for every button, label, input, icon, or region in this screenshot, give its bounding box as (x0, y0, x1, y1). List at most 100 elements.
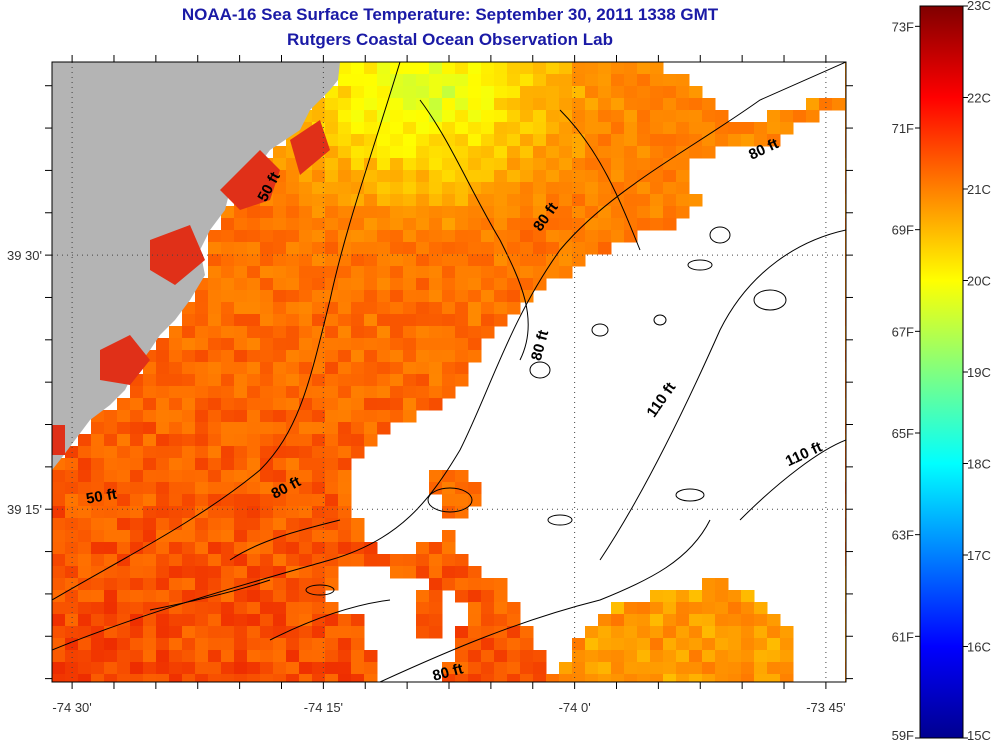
sst-pixel (169, 494, 183, 507)
sst-pixel (273, 470, 287, 483)
sst-pixel (299, 230, 313, 243)
sst-pixel (338, 98, 352, 111)
sst-pixel (676, 122, 690, 135)
sst-pixel (611, 74, 625, 87)
sst-pixel (52, 470, 66, 483)
sst-pixel (325, 638, 339, 651)
sst-pixel (91, 446, 105, 459)
sst-pixel (221, 470, 235, 483)
nearshore-sst-patch (100, 335, 150, 385)
sst-pixel (845, 266, 846, 279)
sst-pixel (195, 398, 209, 411)
sst-pixel (429, 374, 443, 387)
sst-pixel (442, 674, 456, 682)
depth-contour (52, 62, 401, 601)
sst-pixel (351, 98, 365, 111)
depth-contour-loop (529, 361, 551, 379)
sst-pixel (702, 98, 716, 111)
sst-pixel (520, 110, 534, 123)
sst-pixel (442, 470, 456, 483)
sst-pixel (585, 182, 599, 195)
sst-pixel (572, 134, 586, 147)
sst-pixel (260, 374, 274, 387)
sst-pixel (260, 470, 274, 483)
sst-pixel (572, 674, 586, 682)
sst-pixel (117, 506, 131, 519)
sst-pixel (338, 662, 352, 675)
sst-pixel (403, 410, 417, 423)
sst-pixel (91, 674, 105, 682)
depth-contour-loop (687, 259, 713, 271)
sst-pixel (78, 494, 92, 507)
sst-pixel (403, 62, 417, 75)
sst-pixel (702, 614, 716, 627)
sst-pixel (351, 314, 365, 327)
sst-pixel (156, 626, 170, 639)
sst-pixel (676, 158, 690, 171)
sst-pixel (390, 98, 404, 111)
sst-pixel (494, 626, 508, 639)
sst-pixel (715, 134, 729, 147)
sst-pixel (403, 314, 417, 327)
sst-pixel (78, 470, 92, 483)
sst-pixel (559, 86, 573, 99)
sst-pixel (143, 590, 157, 603)
sst-pixel (299, 458, 313, 471)
sst-pixel (481, 662, 495, 675)
depth-contour-loop (547, 514, 573, 526)
sst-pixel (221, 482, 235, 495)
sst-pixel (715, 578, 729, 591)
sst-pixel (572, 122, 586, 135)
sst-pixel (351, 266, 365, 279)
sst-pixel (325, 386, 339, 399)
sst-pixel (91, 422, 105, 435)
sst-pixel (91, 554, 105, 567)
sst-pixel (273, 434, 287, 447)
sst-pixel (351, 170, 365, 183)
sst-pixel (286, 350, 300, 363)
sst-pixel (468, 302, 482, 315)
sst-pixel (819, 98, 833, 111)
sst-pixel (221, 542, 235, 555)
sst-pixel (338, 410, 352, 423)
chart-title: NOAA-16 Sea Surface Temperature: Septemb… (181, 5, 719, 24)
sst-pixel (338, 158, 352, 171)
sst-pixel (221, 530, 235, 543)
sst-pixel (273, 146, 287, 159)
sst-pixel (208, 446, 222, 459)
sst-pixel (364, 338, 378, 351)
sst-pixel (351, 434, 365, 447)
sst-pixel (390, 314, 404, 327)
sst-pixel (611, 182, 625, 195)
sst-pixel (364, 254, 378, 267)
sst-pixel (351, 182, 365, 195)
sst-pixel (273, 278, 287, 291)
sst-pixel (767, 638, 781, 651)
sst-pixel (286, 410, 300, 423)
sst-pixel (546, 170, 560, 183)
sst-pixel (195, 614, 209, 627)
sst-pixel (507, 170, 521, 183)
sst-pixel (416, 254, 430, 267)
sst-pixel (338, 518, 352, 531)
sst-pixel (481, 638, 495, 651)
sst-pixel (559, 158, 573, 171)
sst-pixel (182, 446, 196, 459)
sst-pixel (611, 206, 625, 219)
sst-pixel (559, 662, 573, 675)
sst-pixel (78, 506, 92, 519)
sst-pixel (325, 626, 339, 639)
sst-pixel (286, 230, 300, 243)
sst-pixel (845, 494, 846, 507)
sst-pixel (741, 590, 755, 603)
sst-pixel (533, 74, 547, 87)
sst-pixel (247, 566, 261, 579)
sst-pixel (442, 386, 456, 399)
sst-pixel (481, 326, 495, 339)
sst-pixel (481, 86, 495, 99)
sst-pixel (520, 266, 534, 279)
sst-pixel (325, 338, 339, 351)
sst-pixel (741, 134, 755, 147)
sst-pixel (117, 470, 131, 483)
sst-pixel (299, 314, 313, 327)
